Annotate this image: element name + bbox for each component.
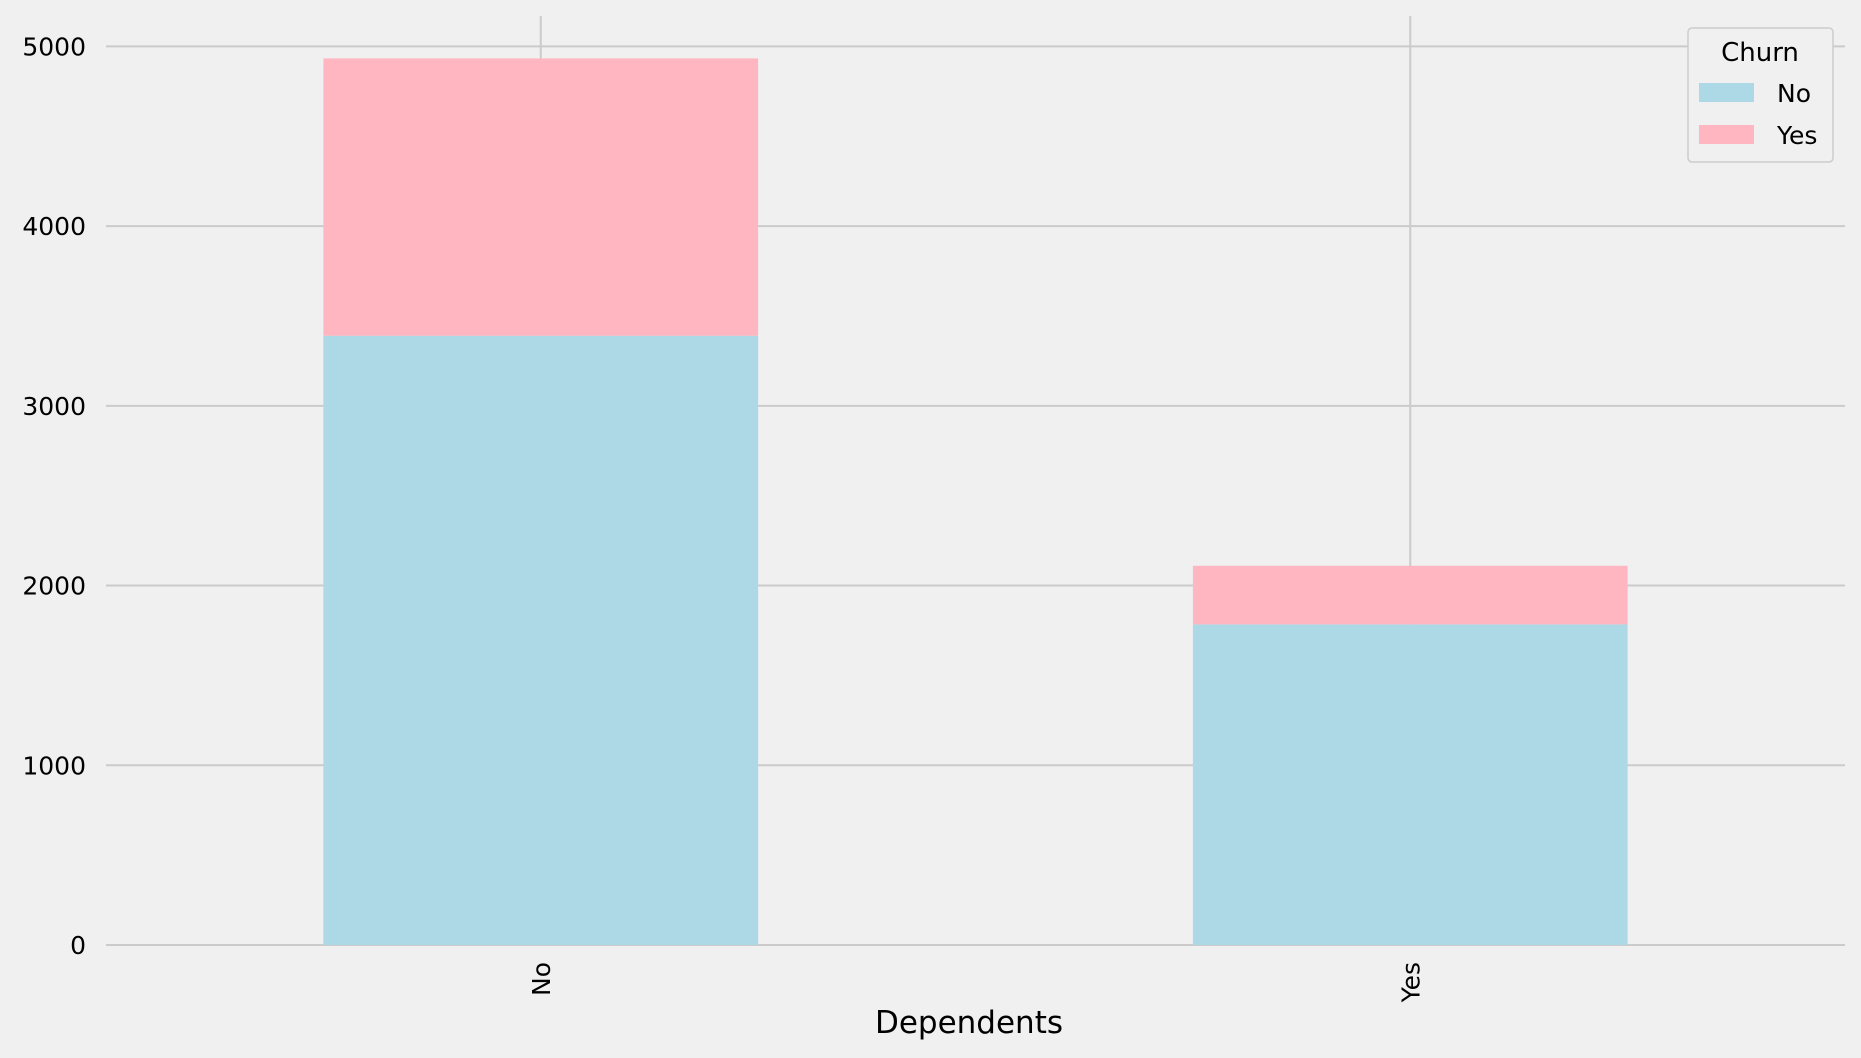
bar-no-churn-yes <box>323 58 759 336</box>
y-tick-label: 4000 <box>22 212 86 241</box>
bar-yes-churn-yes <box>1192 565 1628 625</box>
bars <box>323 58 1628 945</box>
bar-no-churn-no <box>323 335 759 945</box>
x-tick-label: No <box>527 962 556 996</box>
legend-swatch-no <box>1699 83 1754 102</box>
y-tick-label: 0 <box>70 931 86 960</box>
legend-label-no: No <box>1777 79 1811 108</box>
y-tick-label: 1000 <box>22 751 86 780</box>
y-axis-ticks: 0 1000 2000 3000 4000 5000 <box>22 32 86 960</box>
x-tick-label: Yes <box>1396 962 1425 1003</box>
y-tick-label: 3000 <box>22 392 86 421</box>
legend-title: Churn <box>1721 38 1799 68</box>
y-tick-label: 2000 <box>22 572 86 601</box>
bar-yes-churn-no <box>1192 624 1628 945</box>
y-tick-label: 5000 <box>22 32 86 61</box>
legend-label-yes: Yes <box>1776 121 1817 150</box>
x-axis-ticks: No Yes <box>527 962 1426 1003</box>
x-axis-label: Dependents <box>875 1005 1063 1041</box>
legend: Churn No Yes <box>1687 27 1834 163</box>
legend-swatch-yes <box>1699 125 1754 144</box>
